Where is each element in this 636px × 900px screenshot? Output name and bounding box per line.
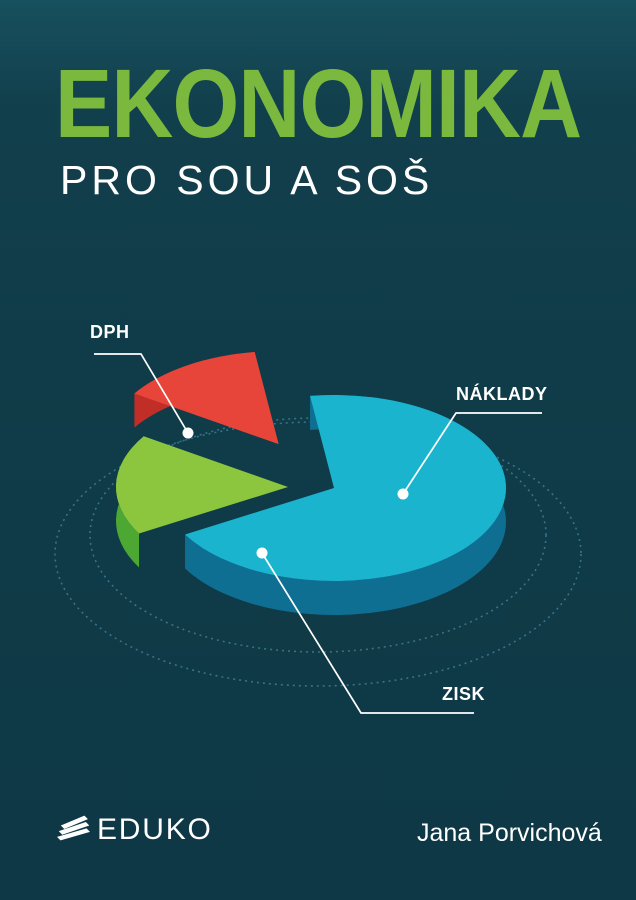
svg-text:Jana Porvichová: Jana Porvichová bbox=[417, 819, 602, 847]
svg-text:EDUKO: EDUKO bbox=[97, 813, 213, 846]
svg-text:NÁKLADY: NÁKLADY bbox=[456, 383, 548, 404]
svg-text:ZISK: ZISK bbox=[442, 684, 485, 704]
svg-text:DPH: DPH bbox=[90, 322, 130, 342]
